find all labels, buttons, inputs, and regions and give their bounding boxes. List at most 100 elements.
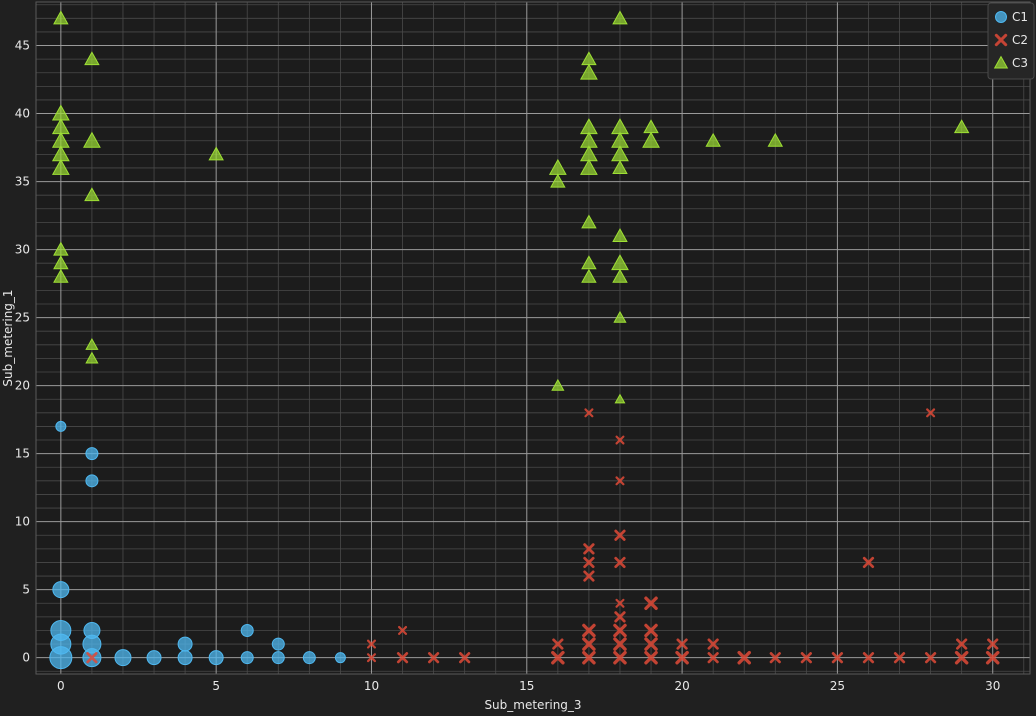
point-C3	[208, 146, 224, 161]
point-C3	[767, 132, 784, 147]
series-C1	[49, 420, 346, 670]
point-C3	[53, 241, 69, 256]
point-C3	[580, 158, 598, 175]
point-C1	[334, 652, 346, 664]
point-C3	[85, 351, 99, 364]
legend[interactable]: C1 C2 C3	[987, 2, 1035, 80]
point-C3	[548, 158, 567, 175]
point-C2	[583, 570, 595, 582]
legend-label-C1: C1	[1012, 10, 1028, 24]
point-C2	[613, 637, 627, 651]
x-tick-label: 10	[364, 679, 379, 693]
x-tick-label: 15	[519, 679, 534, 693]
point-C2	[583, 543, 595, 555]
point-C3	[51, 145, 70, 162]
point-C2	[613, 650, 627, 665]
point-C2	[459, 652, 471, 664]
point-C2	[615, 476, 625, 486]
point-C3	[85, 338, 99, 350]
point-C2	[675, 650, 689, 665]
legend-label-C3: C3	[1012, 56, 1028, 70]
point-C3	[580, 131, 598, 148]
point-C2	[552, 638, 564, 650]
point-C3	[611, 131, 629, 148]
point-C1	[271, 637, 285, 651]
point-C3	[581, 51, 597, 66]
legend-item-C2[interactable]: C2	[994, 33, 1028, 47]
point-C2	[582, 623, 596, 638]
point-C2	[737, 650, 751, 665]
major-gridlines	[35, 1, 1031, 675]
x-axis-label: Sub_metering_3	[484, 698, 581, 712]
point-C2	[366, 653, 376, 663]
legend-label-C2: C2	[1012, 33, 1028, 47]
point-C2	[707, 652, 719, 664]
point-C2	[862, 556, 875, 569]
point-C2	[644, 623, 658, 638]
point-C3	[51, 118, 70, 135]
point-C1	[271, 651, 285, 665]
point-C2	[926, 408, 936, 418]
y-tick-label: 15	[15, 447, 30, 461]
point-C3	[84, 187, 100, 202]
y-tick-label: 20	[15, 379, 30, 393]
legend-item-C1[interactable]: C1	[995, 10, 1029, 24]
point-C2	[615, 435, 625, 445]
point-C3	[612, 10, 628, 25]
y-tick-label: 45	[15, 39, 30, 53]
plot-frame	[35, 1, 1031, 675]
point-C2	[551, 650, 565, 665]
point-C3	[705, 132, 721, 147]
point-C2	[366, 639, 376, 649]
point-C2	[396, 652, 409, 664]
y-axis-label: Sub_metering_1	[1, 289, 15, 386]
y-axis-ticks: 0 5 10 15 20 25 30 35 40 45	[15, 39, 30, 665]
point-C3	[51, 158, 70, 175]
point-C1	[240, 651, 254, 665]
legend-marker-C1	[995, 11, 1007, 23]
point-C2	[582, 637, 596, 651]
point-C2	[800, 652, 812, 664]
point-C2	[583, 556, 595, 569]
point-C3	[611, 145, 629, 162]
point-C3	[580, 63, 598, 80]
y-tick-label: 30	[15, 243, 30, 257]
point-C3	[611, 118, 629, 135]
point-C3	[83, 131, 101, 148]
point-C3	[613, 310, 627, 323]
point-C1	[85, 447, 99, 461]
point-C3	[551, 378, 565, 391]
point-C2	[893, 652, 906, 664]
point-C1	[208, 650, 224, 666]
point-C2	[954, 650, 969, 665]
point-C1	[302, 651, 316, 665]
y-tick-label: 35	[15, 175, 30, 189]
point-C2	[987, 638, 999, 650]
point-C3	[53, 268, 69, 283]
x-tick-label: 30	[985, 679, 1000, 693]
point-C2	[924, 652, 937, 664]
point-C3	[580, 118, 598, 135]
legend-marker-C3	[993, 55, 1009, 69]
point-C3	[51, 104, 70, 121]
point-C3	[53, 255, 69, 270]
point-C3	[580, 145, 598, 162]
series-C3	[51, 10, 970, 404]
series-C2	[86, 408, 1000, 665]
point-C2	[86, 652, 98, 664]
point-C2	[707, 638, 719, 650]
legend-item-C3[interactable]: C3	[993, 55, 1028, 70]
point-C2	[831, 652, 844, 664]
point-C1	[85, 474, 99, 488]
legend-marker-C2	[994, 33, 1008, 47]
point-C3	[612, 268, 628, 283]
point-C2	[644, 650, 658, 665]
y-tick-label: 10	[15, 515, 30, 529]
y-tick-label: 40	[15, 107, 30, 121]
point-C3	[51, 131, 70, 148]
x-tick-label: 25	[830, 679, 845, 693]
point-C2	[769, 652, 781, 664]
y-tick-label: 0	[22, 651, 30, 665]
point-C1	[50, 619, 72, 641]
